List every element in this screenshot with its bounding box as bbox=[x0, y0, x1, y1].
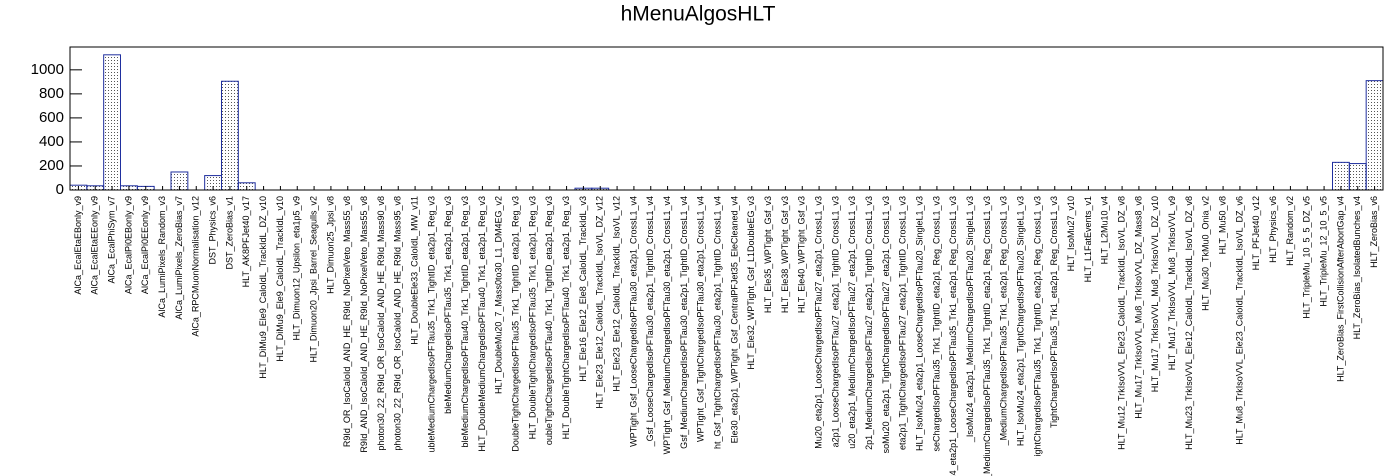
x-tick-label: HLT_Dimuon12_Upsilon_eta1p5_v9 bbox=[292, 196, 302, 340]
x-tick-label: HLT_Random_v2 bbox=[1285, 196, 1295, 266]
x-tick-label: Mu20_eta2p1_LooseChargedIsoPFTau27_eta2p… bbox=[813, 196, 823, 449]
x-tick-label: HLT_Mu17_TrkIsoVVL_Mu8_TrkIsoVVL_v9 bbox=[1167, 196, 1177, 370]
x-tick-label: DST_Physics_v6 bbox=[207, 196, 217, 265]
y-tick-label: 400 bbox=[39, 133, 64, 150]
x-tick-label: ightChargedIsoPFTau35_Trk1_TightID_eta2p… bbox=[1032, 196, 1042, 457]
x-tick-label: HLT_DoubleTightChargedIsoPFTau40_Trk1_et… bbox=[561, 196, 571, 439]
x-tick-label: AlCa_EcalPi0EEonly_v9 bbox=[140, 196, 150, 294]
x-tick-label: _Gsf_LooseChargedIsoPFTau30_eta2p1_Tight… bbox=[645, 196, 655, 447]
x-tick-label: HLT_Mu50_v8 bbox=[1217, 196, 1227, 254]
x-tick-label: HLT_PFJet40_v12 bbox=[1251, 196, 1261, 270]
x-tick-label: _IsoMu24_eta2p1_MediumChargedIsoPFTau20_… bbox=[965, 196, 975, 443]
x-tick-label: HLT_TripleMu_10_5_5_DZ_v5 bbox=[1302, 196, 1312, 319]
plot-frame bbox=[69, 46, 1384, 191]
x-tick-label: AlCa_LumiPixels_Random_v3 bbox=[157, 196, 167, 318]
y-tick-label: 0 bbox=[56, 181, 64, 198]
x-tick-label: HLT_DiMu9_Ele9_CaloIdL_TrackIdL_v10 bbox=[275, 196, 285, 362]
x-tick-label: photon30_22_R9Id_OR_IsoCaloId_AND_HE_R9I… bbox=[376, 196, 386, 451]
x-tick-label: WPTight_Gsf_MediumChargedIsoPFTau30_eta2… bbox=[662, 196, 672, 454]
x-tick-label: Mu24_eta2p1_LooseChargedIsoPFTau35_Trk1_… bbox=[948, 196, 958, 476]
x-tick-label: HLT_Dimuon25_Jpsi_v8 bbox=[325, 196, 335, 294]
y-tick-label: 800 bbox=[39, 85, 64, 102]
x-tick-label: AlCa_RPCMuonNormalisation_v12 bbox=[191, 196, 201, 337]
x-tick-label: HLT_DoubleMediumChargedIsoPFTau40_Trk1_e… bbox=[477, 196, 487, 452]
x-tick-label: HLT_Ele35_WPTight_Gsf_v3 bbox=[763, 196, 773, 313]
x-tick-label: HLT_Mu23_TrkIsoVVL_Ele12_CaloIdL_TrackId… bbox=[1184, 196, 1194, 450]
x-tick-label: Gsf_MediumChargedIsoPFTau30_eta2p1_Tight… bbox=[679, 196, 689, 449]
x-tick-label: HLT_ZeroBias_FirstCollisionAfterAbortGap… bbox=[1335, 196, 1345, 382]
x-tick-label: HLT_Mu17_TrkIsoVVL_Mu8_TrkIsoVVL_DZ_v10 bbox=[1150, 196, 1160, 392]
x-tick-label: HLT_Mu17_TrkIsoVVL_Mu8_TrkIsoVVL_DZ_Mass… bbox=[1133, 196, 1143, 419]
x-tick-label: HLT_Mu12_TrkIsoVVL_Ele23_CaloIdL_TrackId… bbox=[1116, 196, 1126, 450]
x-tick-label: AlCa_LumiPixels_ZeroBias_v7 bbox=[174, 196, 184, 320]
x-tick-label: AlCa_EcalEtaEEonly_v9 bbox=[90, 196, 100, 295]
x-tick-label: soMu20_eta2p1_TightChargedIsoPFTau27_eta… bbox=[881, 196, 891, 453]
x-tick-label: HLT_Mu30_TkMu0_Onia_v2 bbox=[1201, 196, 1211, 311]
x-tick-label: HLT_DoubleTightChargedIsoPFTau35_Trk1_et… bbox=[527, 196, 537, 439]
y-tick-label: 1000 bbox=[31, 61, 64, 78]
y-tick-label: 600 bbox=[39, 109, 64, 126]
chart-title: hMenuAlgosHLT bbox=[621, 3, 776, 26]
x-tick-label: DST_ZeroBias_v1 bbox=[224, 196, 234, 270]
x-tick-label: HLT_ZeroBias_IsolatedBunches_v4 bbox=[1352, 196, 1362, 339]
x-tick-label: AlCa_EcalEtaEBonly_v9 bbox=[73, 196, 83, 295]
x-tick-label: bleMediumChargedIsoPFTau35_Trk1_eta2p1_R… bbox=[443, 196, 453, 414]
bar bbox=[1332, 161, 1350, 191]
x-tick-label: 24_eta2p1_MediumChargedIsoPFTau35_Trk1_T… bbox=[982, 196, 992, 476]
x-tick-label: photon30_22_R9Id_OR_IsoCaloId_AND_HE_R9I… bbox=[393, 196, 403, 451]
x-tick-label: HLT_DoubleEle33_CaloIdL_MW_v11 bbox=[409, 196, 419, 345]
x-tick-label: HLT_Ele38_WPTight_Gsf_v3 bbox=[780, 196, 790, 313]
x-tick-label: HLT_Dimuon20_Jpsi_Barrel_Seagulls_v2 bbox=[308, 196, 318, 362]
x-tick-label: HLT_DoubleMu20_7_Mass0to30_L1_DM4EG_v2 bbox=[494, 196, 504, 394]
x-tick-label: TightChargedIsoPFTau35_Trk1_eta2p1_Reg_C… bbox=[1049, 196, 1059, 428]
x-tick-label: HLT_TripleMu_12_10_5_v5 bbox=[1318, 196, 1328, 307]
x-tick-label: _MediumChargedIsoPFTau35_Trk1_eta2p1_Reg… bbox=[999, 196, 1009, 446]
x-tick-label: a2p1_LooseChargedIsoPFTau27_eta2p1_Tight… bbox=[830, 196, 840, 447]
x-tick-label: Ele30_eta2p1_WPTight_Gsf_CentralPFJet35_… bbox=[729, 196, 739, 443]
x-tick-label: HLT_Ele23_Ele12_CaloIdL_TrackIdL_IsoVL_D… bbox=[595, 196, 605, 409]
x-tick-label: bleMediumChargedIsoPFTau40_Trk1_TightID_… bbox=[460, 196, 470, 447]
x-tick-label: ubleMediumChargedIsoPFTau35_Trk1_TightID… bbox=[426, 196, 436, 453]
bar bbox=[1365, 80, 1384, 191]
x-tick-label: HLT_IsoMu27_v10 bbox=[1066, 196, 1076, 271]
x-tick-label: u20_eta2p1_MediumChargedIsoPFTau27_eta2p… bbox=[847, 196, 857, 449]
x-tick-label: HLT_L2Mu10_v4 bbox=[1100, 196, 1110, 264]
x-tick-label: HLT_Ele32_WPTight_Gsf_L1DoubleEG_v3 bbox=[746, 196, 756, 370]
y-tick-label: 200 bbox=[39, 157, 64, 174]
x-tick-label: R9Id_OR_IsoCaloId_AND_HE_R9Id_NoPixelVet… bbox=[342, 196, 352, 447]
x-tick-label: 2p1_MediumChargedIsoPFTau27_eta2p1_Tight… bbox=[864, 196, 874, 450]
x-tick-label: WPTight_Gsf_LooseChargedIsoPFTau30_eta2p… bbox=[628, 196, 638, 447]
x-tick-label: seChargedIsoPFTau35_Trk1_TightID_eta2p1_… bbox=[931, 196, 941, 452]
x-tick-label: HLT_Mu8_TrkIsoVVL_Ele23_CaloIdL_TrackIdL… bbox=[1234, 196, 1244, 445]
x-tick-label: HLT_Ele23_Ele12_CaloIdL_TrackIdL_IsoVL_v… bbox=[611, 196, 621, 392]
x-tick-label: oubleTightChargedIsoPFTau40_Trk1_TightID… bbox=[544, 196, 554, 445]
x-tick-label: AlCa_EcalPi0EBonly_v9 bbox=[123, 196, 133, 294]
x-tick-label: HLT_DiMu9_Ele9_CaloIdL_TrackIdL_DZ_v10 bbox=[258, 196, 268, 379]
bar bbox=[221, 80, 239, 191]
x-tick-label: R9Id_AND_IsoCaloId_AND_HE_R9Id_NoPixelVe… bbox=[359, 196, 369, 453]
x-tick-label: HLT_IsoMu24_eta2p1_TightChargedIsoPFTau2… bbox=[1015, 196, 1025, 446]
x-tick-label: HLT_Ele16_Ele12_Ele8_CaloIdL_TrackIdL_v3 bbox=[578, 196, 588, 382]
x-tick-label: HLT_IsoMu24_eta2p1_LooseChargedIsoPFTau2… bbox=[914, 196, 924, 451]
x-tick-label: HLT_ZeroBias_v6 bbox=[1369, 196, 1379, 268]
x-tick-label: HLT_L1FatEvents_v1 bbox=[1083, 196, 1093, 282]
x-tick-label: HLT_Physics_v6 bbox=[1268, 196, 1278, 263]
x-tick-label: AlCa_EcalPhiSym_v7 bbox=[106, 196, 116, 284]
x-tick-label: DoubleTightChargedIsoPFTau35_Trk1_TightI… bbox=[510, 196, 520, 452]
x-tick-label: eta2p1_TightChargedIsoPFTau27_eta2p1_Tig… bbox=[898, 196, 908, 450]
x-tick-label: ht_Gsf_TightChargedIsoPFTau30_eta2p1_Tig… bbox=[712, 196, 722, 449]
x-tick-label: WPTight_Gsf_TightChargedIsoPFTau30_eta2p… bbox=[696, 196, 706, 442]
x-tick-label: HLT_AK8PFJet40_v17 bbox=[241, 196, 251, 287]
x-tick-label: HLT_Ele40_WPTight_Gsf_v3 bbox=[797, 196, 807, 313]
bar bbox=[103, 54, 121, 191]
